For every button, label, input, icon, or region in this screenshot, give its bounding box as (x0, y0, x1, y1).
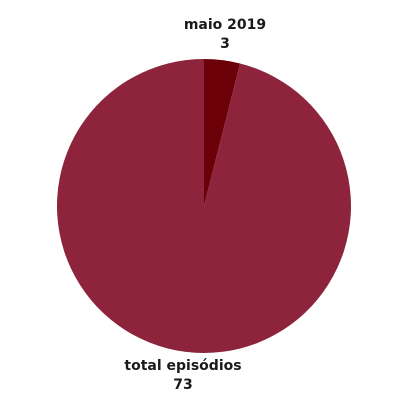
label-maio-2019-name: maio 2019 (184, 17, 266, 33)
pie-slices (57, 59, 351, 353)
pie-slice-total-episodios (57, 59, 351, 353)
label-maio-2019-value: 3 (220, 36, 230, 52)
label-total-episodios-name: total episódios (124, 358, 241, 374)
label-total-episodios-value: 73 (173, 377, 192, 393)
